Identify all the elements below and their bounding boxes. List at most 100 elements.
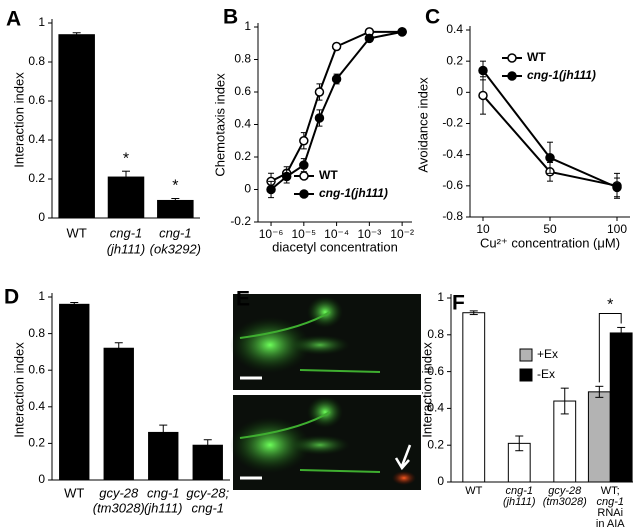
error-bar	[515, 435, 524, 452]
panel-letter: C	[425, 6, 440, 29]
panel-letter: A	[6, 8, 21, 31]
x-tick-label: WT	[64, 485, 84, 500]
y-tick-label: 0	[38, 210, 45, 224]
x-tick-label: gcy-28	[99, 485, 139, 500]
data-point	[478, 65, 488, 76]
y-axis-label: Interaction index	[11, 342, 26, 438]
x-tick-label: (jh111)	[503, 496, 536, 508]
x-tick-label: cng-1	[147, 485, 180, 500]
y-axis-label: Avoidance index	[415, 77, 430, 173]
y-tick-label: 0.4	[234, 117, 251, 131]
data-point	[299, 160, 309, 170]
green-signal	[290, 435, 350, 455]
y-tick-label: 0.4	[446, 22, 463, 36]
x-tick-label: (ok3292)	[150, 241, 201, 256]
y-tick-label: 0.8	[28, 54, 45, 68]
y-tick-label: 0.2	[28, 171, 45, 185]
error-bar	[114, 342, 123, 355]
data-point	[314, 113, 325, 123]
significance-mark: *	[172, 178, 178, 195]
y-tick-label: -0.8	[442, 209, 463, 223]
legend-label: cng-1(jh111)	[319, 186, 388, 200]
y-tick-label: 1	[38, 15, 45, 29]
y-tick-label: 1	[437, 290, 444, 304]
x-axis-label: diacetyl concentration	[272, 239, 398, 254]
error-bar	[469, 310, 478, 316]
x-tick-label: (jh111)	[144, 500, 183, 515]
x-tick-label: in AIA	[596, 518, 625, 530]
error-bar	[122, 170, 130, 184]
data-point	[314, 87, 325, 97]
x-tick-label: cng-1	[596, 496, 624, 508]
bar	[59, 303, 90, 481]
x-tick-label: RNAi	[597, 507, 623, 519]
y-tick-label: 0.2	[28, 436, 45, 450]
panel-letter: E	[236, 288, 250, 311]
legend-marker	[299, 189, 309, 199]
y-axis-label: Interaction index	[11, 72, 26, 168]
x-tick-label: 50	[543, 222, 557, 236]
x-tick-label: 10⁻²	[390, 227, 414, 241]
x-tick-label: gcy-28;	[186, 485, 229, 500]
neurite	[239, 411, 381, 473]
x-tick-label: 10⁻⁵	[291, 227, 316, 241]
data-point	[545, 153, 555, 163]
y-tick-label: 0.4	[427, 401, 444, 415]
series-line	[270, 30, 403, 183]
x-tick-label: cng-1	[159, 225, 192, 240]
green-signal	[307, 296, 343, 328]
y-tick-label: 0	[437, 474, 444, 488]
error-bar	[72, 32, 81, 38]
legend-swatch	[519, 348, 533, 362]
data-point	[281, 171, 292, 182]
x-tick-label: cng-1	[505, 485, 533, 497]
x-tick-label: WT	[465, 485, 482, 497]
y-tick-label: -0.2	[230, 214, 251, 228]
significance-bracket	[598, 312, 622, 383]
micrographs	[230, 294, 421, 490]
legend-label: cng-1(jh111)	[527, 68, 596, 82]
y-tick-label: 0.6	[234, 84, 251, 98]
data-point	[478, 90, 488, 101]
error-bar	[560, 387, 569, 415]
red-signal	[392, 471, 416, 485]
legend-label: WT	[319, 168, 338, 182]
panel-letter: B	[223, 6, 238, 29]
green-signal	[230, 417, 310, 473]
x-axis-label: Cu²⁺ concentration (μM)	[480, 235, 620, 250]
y-tick-label: 0.6	[28, 362, 45, 376]
data-point	[331, 41, 342, 52]
y-tick-label: 0.4	[28, 399, 45, 413]
x-tick-label: gcy-28	[548, 485, 582, 497]
bar	[462, 312, 486, 483]
legend-label: WT	[527, 50, 546, 64]
error-bar	[70, 301, 79, 307]
x-tick-label: 10⁻⁴	[324, 227, 349, 241]
x-tick-label: 10⁻⁶	[259, 227, 284, 241]
x-tick-label: WT;	[601, 485, 620, 497]
x-tick-label: 10⁻³	[358, 227, 382, 241]
data-point	[331, 74, 342, 84]
data-point	[612, 182, 622, 193]
x-tick-label: cng-1	[191, 500, 224, 515]
data-point	[397, 27, 407, 37]
x-tick-label: (tm3028)	[93, 500, 145, 515]
x-tick-label: WT	[67, 225, 87, 240]
y-tick-label: 0.8	[28, 326, 45, 340]
legend-label: -Ex	[537, 367, 555, 381]
error-bar	[171, 198, 180, 203]
bar	[107, 176, 145, 219]
green-signal	[230, 317, 310, 373]
y-axis-label: Interaction index	[419, 342, 434, 438]
error-bar	[203, 439, 212, 452]
bar	[148, 431, 179, 481]
x-tick-label: 100	[607, 222, 627, 236]
y-tick-label: 0	[244, 182, 251, 196]
y-tick-label: 0.8	[427, 327, 444, 341]
significance-mark: *	[607, 297, 613, 314]
arrow	[394, 444, 412, 471]
error-bar	[159, 424, 168, 441]
y-tick-label: 0.2	[427, 437, 444, 451]
